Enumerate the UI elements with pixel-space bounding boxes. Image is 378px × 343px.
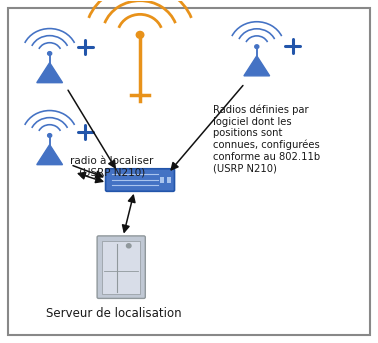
Circle shape [127,244,131,248]
Circle shape [255,45,259,48]
Bar [160,177,164,183]
FancyBboxPatch shape [8,8,370,335]
Polygon shape [244,56,270,76]
Text: radio à localiser
(USRP N210): radio à localiser (USRP N210) [70,156,153,178]
Circle shape [48,52,52,55]
Polygon shape [37,145,62,165]
Polygon shape [37,63,62,83]
FancyBboxPatch shape [105,169,175,191]
Text: Radios définies par
logiciel dont les
positions sont
connues, configurées
confor: Radios définies par logiciel dont les po… [214,105,321,174]
FancyBboxPatch shape [97,236,145,298]
Circle shape [136,32,144,38]
Circle shape [48,134,52,137]
Text: Serveur de localisation: Serveur de localisation [46,307,181,320]
Bar [167,177,171,183]
FancyBboxPatch shape [102,241,140,294]
